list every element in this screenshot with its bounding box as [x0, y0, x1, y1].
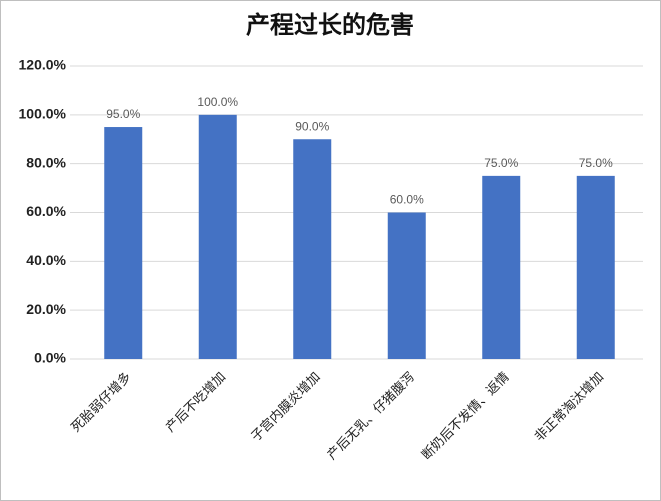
chart-title: 产程过长的危害	[246, 11, 414, 39]
y-tick-label: 80.0%	[26, 154, 66, 170]
y-tick-label: 20.0%	[26, 301, 66, 317]
bar	[387, 212, 426, 359]
bar	[104, 127, 143, 360]
bar	[576, 175, 615, 359]
value-label: 90.0%	[295, 119, 329, 133]
bar	[482, 175, 521, 359]
bar	[293, 139, 332, 359]
y-tick-label: 40.0%	[26, 252, 66, 268]
y-tick-label: 120.0%	[19, 57, 67, 73]
value-label: 95.0%	[106, 107, 140, 121]
value-label: 75.0%	[579, 156, 613, 170]
y-tick-label: 0.0%	[34, 350, 66, 366]
bar	[198, 114, 237, 359]
value-label: 75.0%	[484, 156, 518, 170]
value-label: 100.0%	[197, 95, 238, 109]
value-label: 60.0%	[390, 193, 424, 207]
y-tick-label: 100.0%	[19, 106, 67, 122]
y-tick-label: 60.0%	[26, 203, 66, 219]
